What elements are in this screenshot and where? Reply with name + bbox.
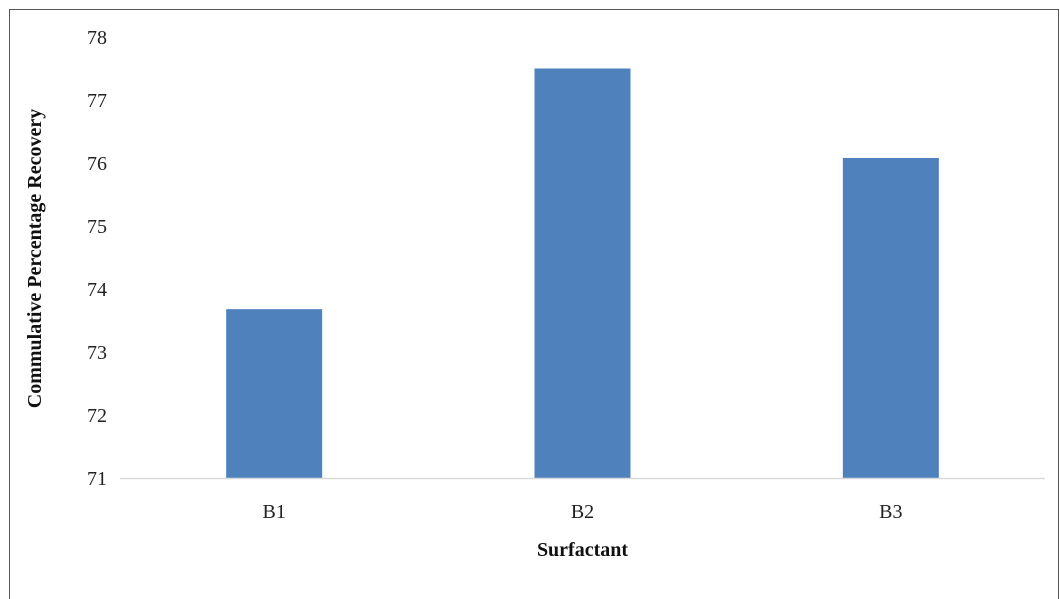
y-tick-label: 72 [87,405,107,427]
y-tick-label: 73 [87,342,107,364]
x-axis-ticks: B1 B2 B3 [262,501,902,523]
y-axis-title: Commulative Percentage Recovery [24,109,46,409]
x-tick-label-b3: B3 [879,501,902,523]
bars [226,68,939,478]
y-tick-label: 77 [87,90,107,112]
x-axis-title: Surfactant [537,539,628,561]
x-tick-label-b2: B2 [571,501,594,523]
bar-b3 [842,157,939,478]
y-axis-ticks: 71 72 73 74 75 76 77 78 [87,27,107,490]
bar-b2 [534,68,631,478]
y-tick-label: 76 [87,153,107,175]
y-tick-label: 75 [87,216,107,238]
y-tick-label: 71 [87,468,107,490]
y-tick-label: 78 [87,27,107,49]
bar-b1 [226,309,323,478]
y-tick-label: 74 [87,279,107,301]
x-tick-label-b1: B1 [262,501,285,523]
